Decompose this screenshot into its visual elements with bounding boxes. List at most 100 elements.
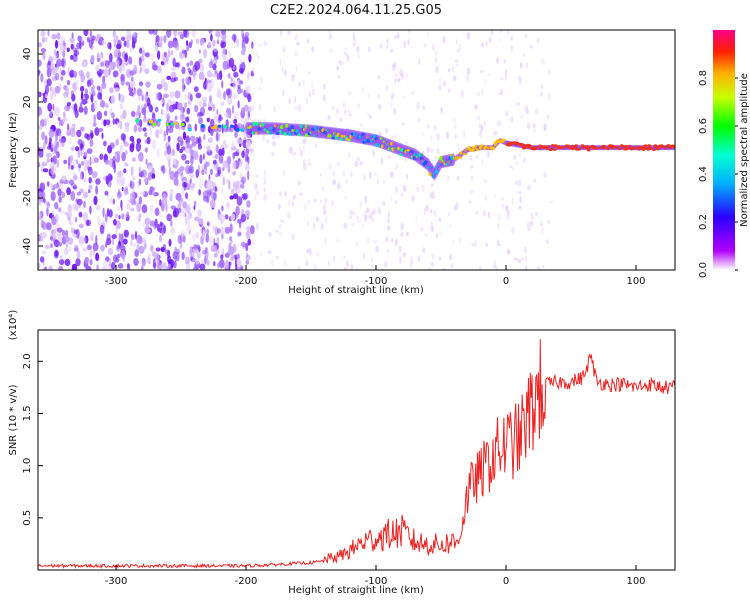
heatmap-noise-cell — [169, 188, 174, 194]
heatmap-noise-cell — [74, 244, 79, 251]
heatmap-noise-cell — [95, 252, 99, 261]
heatmap-noise-cell — [212, 49, 215, 57]
colorbar-ticks: 0.0 0.2 0.4 0.6 0.8 — [698, 70, 738, 278]
heatmap-noise-cell — [144, 177, 148, 183]
heatmap-noise-cell — [58, 241, 63, 247]
heatmap-noise-cell — [498, 37, 501, 42]
heatmap-noise-cell — [548, 70, 551, 75]
heatmap-noise-cell — [144, 68, 150, 75]
heatmap-noise-cell — [266, 139, 270, 144]
heatmap-noise-cell — [52, 229, 59, 239]
heatmap-noise-cell — [215, 161, 219, 171]
heatmap-noise-cell — [359, 161, 364, 166]
heatmap-noise-cell — [470, 188, 474, 194]
heatmap-noise-cell — [52, 103, 55, 111]
heatmap-noise-cell — [45, 93, 48, 99]
heatmap-noise-cell — [196, 250, 201, 259]
heatmap-noise-cell — [224, 214, 229, 220]
heatmap-noise-cell — [342, 102, 346, 109]
heatmap-noise-cell — [240, 176, 246, 184]
heatmap-ridge-cell — [672, 145, 675, 148]
heatmap-noise-cell — [207, 41, 211, 48]
spectrogram-heatmap — [38, 30, 675, 270]
heatmap-noise-cell — [342, 170, 346, 176]
heatmap-noise-cell — [80, 126, 85, 132]
heatmap-noise-cell — [253, 182, 256, 187]
heatmap-noise-cell — [483, 195, 488, 202]
heatmap-noise-cell — [232, 80, 236, 89]
heatmap-noise-cell — [83, 30, 89, 37]
heatmap-noise-cell — [138, 196, 143, 205]
heatmap-noise-cell — [485, 41, 488, 46]
heatmap-noise-cell — [539, 223, 543, 227]
heatmap-noise-cell — [328, 162, 332, 170]
heatmap-noise-cell — [225, 88, 231, 96]
heatmap-noise-cell — [163, 132, 166, 142]
heatmap-noise-cell — [131, 139, 135, 149]
heatmap-noise-cell — [38, 106, 43, 116]
heatmap-noise-cell — [270, 259, 274, 266]
heatmap-noise-cell — [166, 152, 172, 162]
heatmap-noise-cell — [527, 221, 529, 227]
heatmap-noise-cell — [329, 48, 334, 53]
heatmap-noise-cell — [422, 246, 426, 251]
heatmap-noise-cell — [480, 125, 484, 131]
heatmap-noise-cell — [291, 232, 295, 241]
heatmap-noise-cell — [240, 213, 247, 223]
heatmap-noise-cell — [54, 202, 59, 210]
heatmap-noise-cell — [243, 104, 249, 112]
heatmap-noise-cell — [212, 39, 216, 47]
heatmap-noise-cell — [258, 86, 262, 91]
heatmap-noise-cell — [265, 40, 268, 47]
heatmap-noise-cell — [187, 100, 192, 106]
heatmap-noise-cell — [74, 216, 78, 223]
heatmap-noise-cell — [487, 210, 490, 219]
heatmap-noise-cell — [214, 113, 220, 123]
heatmap-noise-cell — [520, 114, 524, 120]
heatmap-noise-cell — [333, 170, 335, 177]
heatmap-noise-cell — [59, 36, 66, 45]
heatmap-noise-cell — [207, 106, 212, 111]
heatmap-noise-cell — [385, 127, 388, 134]
heatmap-noise-cell — [232, 160, 237, 170]
heatmap-noise-cell — [168, 263, 171, 268]
heatmap-noise-cell — [140, 265, 144, 270]
heatmap-noise-cell — [302, 145, 306, 153]
heatmap-noise-cell — [493, 194, 496, 198]
heatmap-noise-cell — [163, 224, 166, 234]
heatmap-noise-cell — [136, 138, 142, 144]
heatmap-noise-cell — [328, 261, 330, 266]
heatmap-noise-cell — [57, 116, 60, 121]
heatmap-noise-cell — [116, 175, 122, 185]
heatmap-noise-cell — [144, 52, 150, 58]
heatmap-noise-cell — [216, 109, 219, 115]
heatmap-noise-cell — [507, 214, 510, 221]
heatmap-noise-cell — [181, 82, 186, 92]
heatmap-noise-cell — [435, 51, 438, 56]
heatmap-noise-cell — [232, 243, 237, 253]
heatmap-noise-cell — [41, 250, 47, 255]
heatmap-noise-cell — [327, 115, 331, 120]
heatmap-noise-cell — [479, 130, 482, 138]
heatmap-noise-cell — [500, 76, 504, 81]
heatmap-noise-cell — [128, 91, 134, 97]
heatmap-noise-cell — [157, 50, 161, 60]
heatmap-noise-cell — [394, 78, 397, 84]
heatmap-noise-cell — [182, 131, 187, 140]
heatmap-noise-cell — [138, 166, 141, 174]
heatmap-noise-cell — [332, 179, 337, 186]
heatmap-noise-cell — [166, 75, 172, 80]
heatmap-noise-cell — [269, 231, 273, 238]
heatmap-noise-cell — [89, 249, 93, 258]
heatmap-noise-cell — [56, 227, 63, 233]
heatmap-noise-cell — [230, 188, 235, 195]
heatmap-noise-cell — [63, 159, 68, 164]
heatmap-noise-cell — [281, 66, 284, 74]
heatmap-noise-cell — [50, 165, 55, 176]
heatmap-noise-cell — [39, 212, 42, 219]
heatmap-noise-cell — [402, 184, 407, 193]
heatmap-noise-cell — [88, 177, 92, 184]
heatmap-noise-cell — [246, 200, 251, 208]
heatmap-noise-cell — [99, 99, 106, 108]
heatmap-noise-cell — [183, 93, 187, 101]
